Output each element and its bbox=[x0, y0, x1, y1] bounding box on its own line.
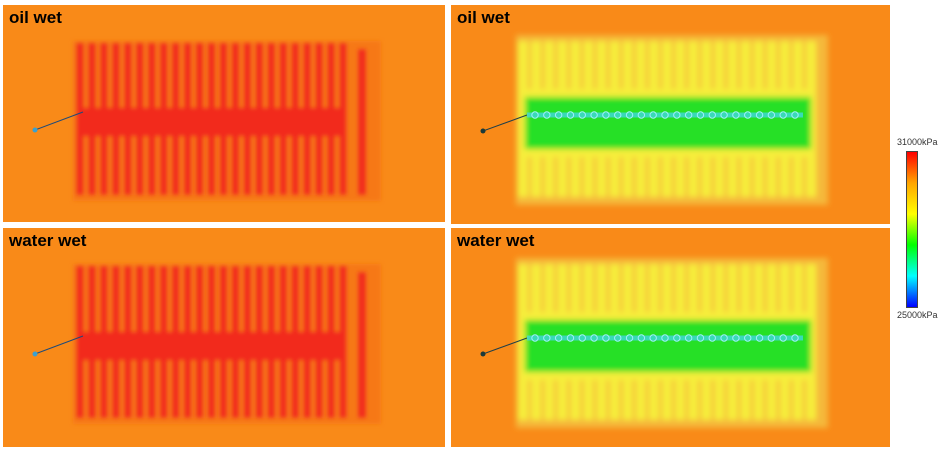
perforation-cluster bbox=[566, 111, 575, 119]
perforation-cluster bbox=[637, 111, 646, 119]
pressure-field-svg bbox=[451, 228, 890, 447]
wellhead-marker bbox=[32, 351, 38, 357]
perforation-cluster bbox=[696, 334, 705, 342]
perforation-cluster bbox=[649, 111, 657, 119]
perforation-cluster bbox=[543, 111, 551, 119]
perforation-cluster bbox=[767, 111, 776, 119]
perforation-cluster bbox=[708, 111, 716, 119]
perforation-cluster bbox=[661, 334, 669, 342]
perforation-cluster bbox=[720, 111, 728, 119]
perforation-cluster bbox=[590, 334, 598, 342]
wellhead-marker bbox=[480, 351, 486, 357]
perforation-cluster bbox=[755, 111, 764, 119]
pressure-field-svg bbox=[3, 228, 445, 447]
perforation-cluster bbox=[566, 334, 575, 342]
perforation-cluster bbox=[673, 111, 681, 119]
depletion-core bbox=[525, 320, 811, 372]
wellbore-trajectory bbox=[34, 111, 84, 131]
wellbore-trajectory bbox=[482, 114, 528, 132]
perforation-cluster bbox=[684, 111, 693, 119]
hydraulic-fracture bbox=[358, 49, 366, 195]
perforation-cluster bbox=[602, 334, 610, 342]
perforation-cluster bbox=[767, 334, 776, 342]
depleted-band bbox=[80, 332, 345, 360]
perforation-cluster bbox=[543, 334, 551, 342]
wellhead-marker bbox=[480, 128, 486, 134]
perforation-cluster bbox=[661, 111, 669, 119]
depletion-core bbox=[525, 97, 811, 149]
perforation-cluster bbox=[590, 111, 598, 119]
wellbore-trajectory bbox=[482, 337, 528, 355]
perforation-cluster bbox=[696, 111, 705, 119]
perforation-cluster bbox=[779, 111, 787, 119]
perforation-cluster bbox=[649, 334, 657, 342]
perforation-cluster bbox=[614, 334, 622, 342]
perforation-cluster bbox=[531, 111, 539, 119]
colorbar-max-label: 31000kPa bbox=[897, 137, 938, 147]
pressure-colorbar bbox=[906, 151, 918, 308]
perforation-cluster bbox=[554, 111, 563, 119]
depleted-band bbox=[80, 108, 345, 136]
pressure-panel-oil-wet-right: oil wet bbox=[451, 5, 890, 224]
perforation-cluster bbox=[684, 334, 693, 342]
perforation-cluster bbox=[531, 334, 539, 342]
perforation-cluster bbox=[602, 111, 610, 119]
perforation-cluster bbox=[625, 111, 634, 119]
perforation-cluster bbox=[554, 334, 563, 342]
perforation-cluster bbox=[779, 334, 787, 342]
wellbore-trajectory bbox=[34, 335, 84, 355]
perforation-cluster bbox=[614, 111, 622, 119]
perforation-cluster bbox=[708, 334, 716, 342]
pressure-panel-water-wet-left: water wet bbox=[3, 228, 445, 447]
perforation-cluster bbox=[578, 111, 586, 119]
perforation-cluster bbox=[755, 334, 764, 342]
perforation-cluster bbox=[732, 111, 740, 119]
perforation-cluster bbox=[637, 334, 646, 342]
pressure-field-svg bbox=[451, 5, 890, 224]
hydraulic-fracture bbox=[358, 272, 366, 418]
perforation-cluster bbox=[673, 334, 681, 342]
pressure-panel-oil-wet-left: oil wet bbox=[3, 5, 445, 222]
perforation-cluster bbox=[744, 111, 752, 119]
wellhead-marker bbox=[32, 127, 38, 133]
perforation-cluster bbox=[625, 334, 634, 342]
colorbar-min-label: 25000kPa bbox=[897, 310, 938, 320]
perforation-cluster bbox=[791, 334, 799, 342]
perforation-cluster bbox=[791, 111, 799, 119]
perforation-cluster bbox=[578, 334, 586, 342]
perforation-cluster bbox=[720, 334, 728, 342]
pressure-panel-water-wet-right: water wet bbox=[451, 228, 890, 447]
panel-title: oil wet bbox=[457, 8, 510, 27]
panel-title: oil wet bbox=[9, 8, 62, 27]
pressure-field-svg bbox=[3, 5, 445, 222]
perforation-cluster bbox=[744, 334, 752, 342]
panel-title: water wet bbox=[9, 231, 87, 250]
panel-title: water wet bbox=[457, 231, 535, 250]
perforation-cluster bbox=[732, 334, 740, 342]
